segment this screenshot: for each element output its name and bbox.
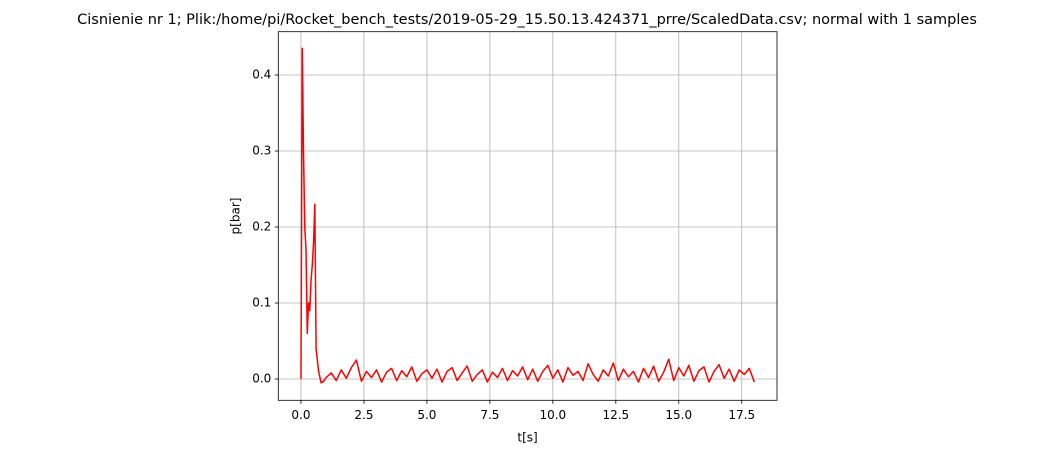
y-tick-label: 0.2: [252, 220, 271, 234]
x-axis-label: t[s]: [517, 431, 537, 445]
chart-title: Cisnienie nr 1; Plik:/home/pi/Rocket_ben…: [77, 12, 977, 28]
x-tick-label: 5.0: [417, 408, 436, 422]
y-axis-label: p[bar]: [229, 198, 243, 235]
y-tick-label: 0.1: [252, 296, 271, 310]
y-tick-label: 0.4: [252, 68, 271, 82]
x-tick-label: 7.5: [480, 408, 499, 422]
x-tick-label: 2.5: [354, 408, 373, 422]
x-tick-label: 12.5: [602, 408, 629, 422]
data-line: [300, 47, 756, 384]
axes-frame: [277, 31, 778, 401]
x-tick-label: 0.0: [291, 408, 310, 422]
y-tick-label: 0.0: [252, 372, 271, 386]
x-tick-label: 10.0: [539, 408, 566, 422]
x-tick-label: 15.0: [665, 408, 692, 422]
y-tick-label: 0.3: [252, 144, 271, 158]
x-tick-label: 17.5: [728, 408, 755, 422]
